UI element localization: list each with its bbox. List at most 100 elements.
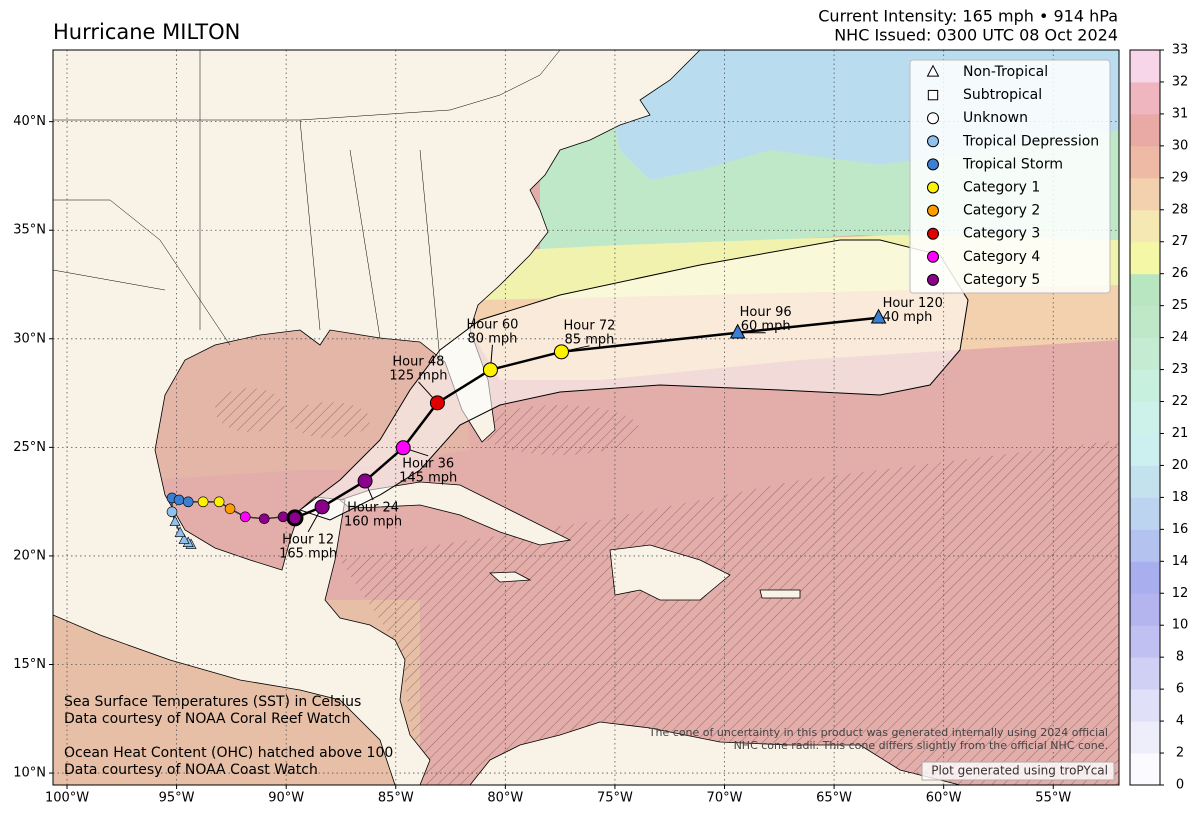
colorbar-bin <box>1130 593 1160 626</box>
forecast-hour: Hour 12 <box>282 532 334 547</box>
past-point <box>197 496 209 508</box>
colorbar-label: 14 <box>1172 554 1189 569</box>
forecast-wind: 145 mph <box>399 470 457 485</box>
colorbar-bin <box>1130 81 1160 115</box>
past-point <box>224 503 236 515</box>
y-tick-label: 25°N <box>13 440 46 455</box>
colorbar-label: 28 <box>1172 202 1189 217</box>
note: Data courtesy of NOAA Coral Reef Watch <box>64 711 350 727</box>
legend-label: Category 5 <box>963 272 1040 288</box>
legend-marker <box>927 250 939 263</box>
disclaimer: NHC cone radii. This cone differs slight… <box>734 739 1108 752</box>
x-tick-label: 85°W <box>378 791 414 806</box>
legend-label: Category 4 <box>963 249 1040 265</box>
note: Sea Surface Temperatures (SST) in Celsiu… <box>64 694 361 710</box>
forecast-hour: Hour 24 <box>347 501 399 516</box>
legend-marker <box>927 89 939 101</box>
forecast-point <box>729 323 746 339</box>
past-point <box>169 515 181 526</box>
colorbar-bin <box>1130 753 1160 786</box>
colorbar: 0246810121416182021222324252627282930313… <box>1129 43 1189 793</box>
colorbar-label: 4 <box>1176 714 1184 729</box>
colorbar-label: 21 <box>1172 426 1189 441</box>
x-tick-label: 65°W <box>816 791 852 806</box>
colorbar-label: 18 <box>1172 490 1189 505</box>
colorbar-label: 25 <box>1172 298 1189 313</box>
legend-label: Category 3 <box>963 226 1040 242</box>
colorbar-bin <box>1130 465 1160 498</box>
forecast-hour: Hour 96 <box>740 305 792 320</box>
colorbar-bin <box>1130 273 1160 307</box>
past-point <box>173 494 185 506</box>
y-tick-label: 40°N <box>13 114 46 129</box>
uncertainty-cone <box>298 239 969 521</box>
x-tick-label: 55°W <box>1035 791 1071 806</box>
forecast-wind: 60 mph <box>741 319 791 334</box>
past-point <box>213 496 225 508</box>
borders <box>53 50 561 361</box>
forecast-point <box>429 395 445 411</box>
x-tick-label: 90°W <box>268 791 304 806</box>
forecast-point <box>395 440 411 456</box>
forecast-point <box>357 473 373 489</box>
graticule <box>53 50 1119 785</box>
intensity-info: Current Intensity: 165 mph • 914 hPa <box>818 7 1118 26</box>
past-point <box>258 513 270 525</box>
past-point <box>174 526 186 537</box>
axis-labels: 100°W 95°W 90°W 85°W 80°W 75°W 70°W 65°W 60°W 55°… <box>13 114 1071 805</box>
colorbar-label: 27 <box>1172 234 1189 249</box>
legend-label: Subtropical <box>963 87 1042 103</box>
y-tick-label: 35°N <box>13 223 46 238</box>
note: Ocean Heat Content (OHC) hatched above 1… <box>64 745 393 761</box>
legend-label: Tropical Storm <box>962 156 1063 172</box>
colorbar-label: 12 <box>1172 586 1189 601</box>
colorbar-label: 16 <box>1172 522 1189 537</box>
colorbar-label: 8 <box>1176 650 1184 665</box>
colorbar-bin <box>1130 657 1160 690</box>
x-tick-label: 60°W <box>926 791 962 806</box>
credit: Plot generated using troPYcal <box>931 764 1108 778</box>
forecast-point <box>314 499 330 515</box>
colorbar-label: 31 <box>1172 106 1189 121</box>
colorbar-bin <box>1130 433 1160 466</box>
past-point <box>166 506 178 518</box>
legend-marker <box>926 64 940 77</box>
past-point <box>178 533 190 544</box>
colorbar-label: 33 <box>1172 43 1189 58</box>
colorbar-bin <box>1130 529 1160 562</box>
colorbar-bin <box>1130 721 1160 754</box>
x-tick-label: 70°W <box>707 791 743 806</box>
legend-marker <box>927 227 939 240</box>
colorbar-bin <box>1130 113 1160 147</box>
x-tick-label: 80°W <box>487 791 523 806</box>
colorbar-label: 20 <box>1172 458 1189 473</box>
forecast-hour: Hour 60 <box>466 317 518 332</box>
forecast-hour: Hour 72 <box>563 318 615 333</box>
coastline <box>53 50 961 785</box>
colorbar-bin <box>1130 337 1160 371</box>
legend-label: Unknown <box>963 110 1028 126</box>
colorbar-bin <box>1130 561 1160 594</box>
colorbar-label: 24 <box>1172 330 1189 345</box>
note: Data courtesy of NOAA Coast Watch <box>64 762 318 778</box>
legend-marker <box>927 158 939 171</box>
forecast-wind: 85 mph <box>565 332 615 347</box>
legend-label: Category 1 <box>963 180 1040 196</box>
y-tick-label: 15°N <box>13 657 46 672</box>
legend-label: Non-Tropical <box>963 64 1048 80</box>
colorbar-frame <box>1129 49 1161 786</box>
colorbar-bin <box>1130 497 1160 530</box>
colorbar-label: 23 <box>1172 362 1189 377</box>
forecast-wind: 125 mph <box>389 368 447 383</box>
map-title: Hurricane MILTON <box>53 20 240 44</box>
x-tick-label: 75°W <box>597 791 633 806</box>
legend-marker <box>927 112 939 125</box>
colorbar-bin <box>1130 625 1160 658</box>
map-frame <box>52 49 1120 786</box>
forecast-point <box>870 308 887 324</box>
colorbar-bin <box>1130 145 1160 179</box>
colorbar-bin <box>1130 241 1160 275</box>
colorbar-bin <box>1130 177 1160 211</box>
